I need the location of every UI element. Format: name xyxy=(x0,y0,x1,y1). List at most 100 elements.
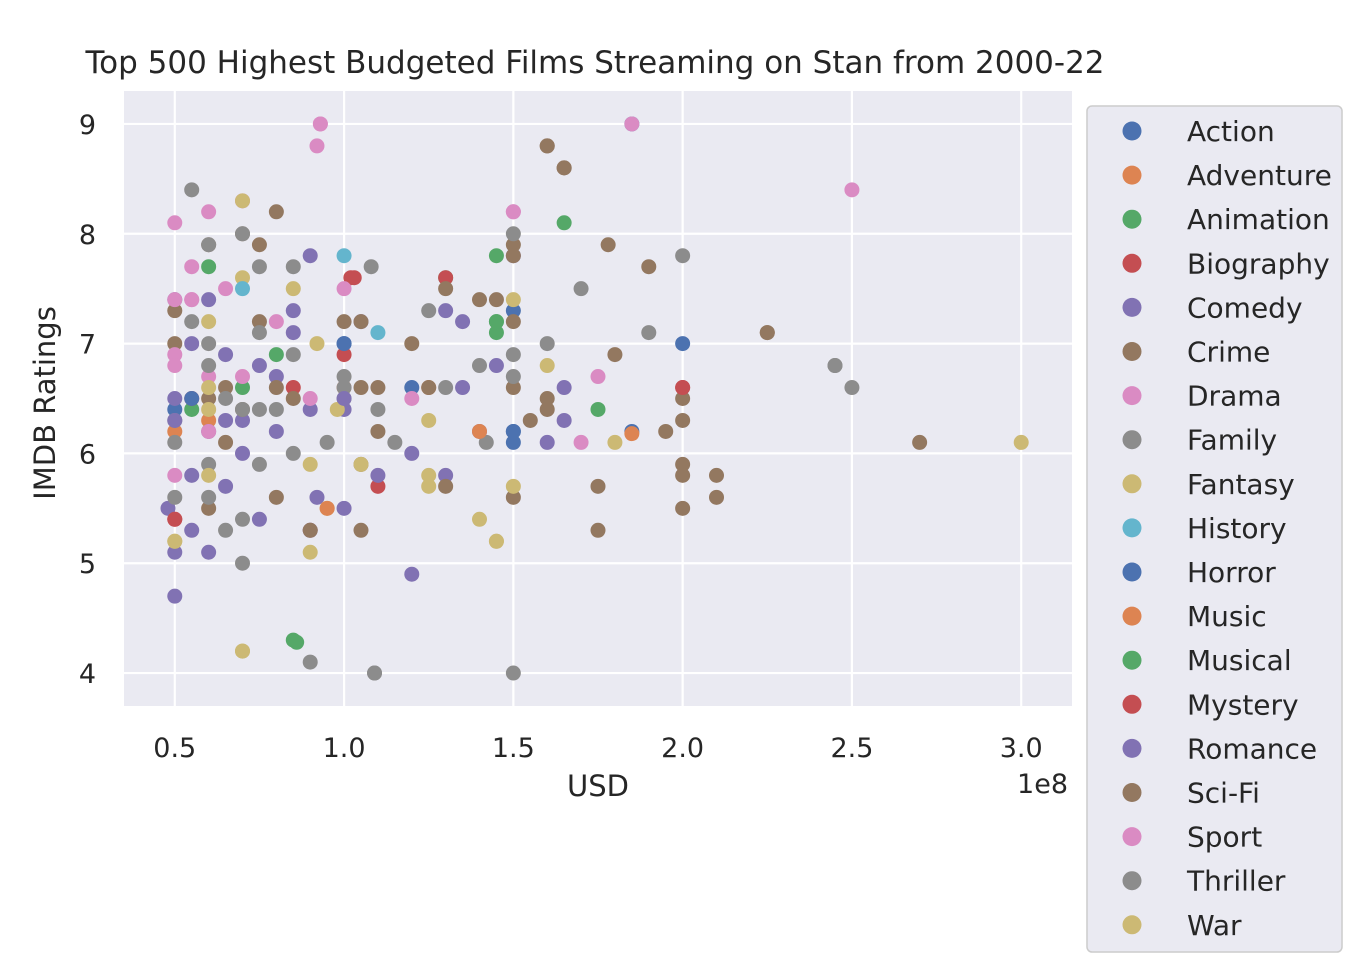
data-point xyxy=(167,533,183,549)
data-point xyxy=(336,369,352,385)
data-point xyxy=(251,401,267,417)
data-point xyxy=(346,270,362,286)
data-point xyxy=(309,489,325,505)
y-tick-label: 8 xyxy=(79,220,96,251)
data-point xyxy=(218,434,234,450)
legend-label: Thriller xyxy=(1186,865,1286,898)
data-point xyxy=(573,281,589,297)
data-point xyxy=(235,445,250,461)
data-point xyxy=(302,544,318,560)
data-point xyxy=(624,116,640,132)
legend-label: Biography xyxy=(1187,247,1330,280)
data-point xyxy=(268,204,284,220)
data-point xyxy=(167,347,183,363)
data-point xyxy=(675,248,691,264)
data-point xyxy=(912,434,928,450)
data-point xyxy=(329,401,345,417)
data-point xyxy=(285,281,301,297)
data-point xyxy=(438,281,454,297)
data-point xyxy=(201,358,217,374)
data-point xyxy=(505,292,521,308)
data-point xyxy=(505,478,521,494)
data-point xyxy=(251,259,267,275)
data-point xyxy=(235,193,250,209)
legend-label: Music xyxy=(1187,600,1267,633)
data-point xyxy=(302,401,318,417)
data-point xyxy=(201,204,217,220)
data-point xyxy=(167,215,183,231)
data-point xyxy=(539,336,555,352)
data-point xyxy=(201,369,217,385)
data-point xyxy=(641,325,657,341)
data-point xyxy=(302,248,318,264)
legend-marker xyxy=(1122,783,1142,802)
data-point xyxy=(505,226,521,242)
data-point xyxy=(336,500,352,516)
data-point xyxy=(167,336,183,352)
data-point xyxy=(759,325,775,341)
data-point xyxy=(353,314,369,330)
data-point xyxy=(488,533,504,549)
data-point xyxy=(218,380,234,396)
data-point xyxy=(268,489,284,505)
data-point xyxy=(201,237,217,253)
data-point xyxy=(167,588,183,604)
y-tick-label: 9 xyxy=(79,110,96,141)
legend: Action Adventure Animation Biography Comedy C… xyxy=(1086,105,1343,953)
data-point xyxy=(336,248,352,264)
data-point xyxy=(505,237,521,253)
x-tick-label: 2.0 xyxy=(661,733,704,764)
x-axis-ticks: 0.5 1.0 1.5 2.0 2.5 3.0 xyxy=(153,733,1042,764)
data-point xyxy=(556,215,572,231)
data-point xyxy=(285,325,301,341)
data-point xyxy=(556,380,572,396)
data-point xyxy=(201,380,217,396)
data-point xyxy=(218,347,234,363)
data-point xyxy=(641,259,657,275)
data-point xyxy=(370,467,386,483)
data-point xyxy=(167,412,183,428)
data-point xyxy=(336,281,352,297)
data-point xyxy=(184,467,200,483)
data-point xyxy=(844,380,860,396)
data-point xyxy=(302,391,318,406)
data-point xyxy=(235,380,250,396)
data-point xyxy=(404,380,420,396)
legend-label: Drama xyxy=(1187,380,1282,413)
data-point xyxy=(539,434,555,450)
legend-marker xyxy=(1122,650,1142,670)
data-point xyxy=(285,380,301,396)
legend-label: Romance xyxy=(1187,732,1317,765)
data-point xyxy=(201,391,217,406)
data-point xyxy=(309,138,325,154)
data-point xyxy=(607,434,623,450)
legend-marker xyxy=(1122,871,1142,891)
data-point xyxy=(455,380,471,396)
data-point xyxy=(600,237,616,253)
data-points xyxy=(160,116,1029,681)
data-point xyxy=(363,259,379,275)
data-point xyxy=(218,281,234,297)
y-axis-label: IMDB Ratings xyxy=(28,306,62,500)
data-point xyxy=(268,380,284,396)
legend-label: Horror xyxy=(1187,556,1276,589)
data-point xyxy=(167,391,183,406)
data-point xyxy=(539,391,555,406)
data-point xyxy=(505,369,521,385)
data-point xyxy=(590,401,606,417)
data-point xyxy=(251,511,267,527)
x-axis-label: USD xyxy=(567,769,629,803)
data-point xyxy=(370,380,386,396)
data-point xyxy=(472,292,487,308)
data-point xyxy=(184,314,200,330)
data-point xyxy=(370,401,386,417)
data-point xyxy=(268,401,284,417)
data-point xyxy=(438,303,454,319)
x-tick-label: 3.0 xyxy=(1000,733,1043,764)
data-point xyxy=(455,314,471,330)
data-point xyxy=(235,281,250,297)
data-point xyxy=(201,401,217,417)
data-point xyxy=(438,270,454,286)
data-point xyxy=(285,259,301,275)
data-point xyxy=(505,434,521,450)
